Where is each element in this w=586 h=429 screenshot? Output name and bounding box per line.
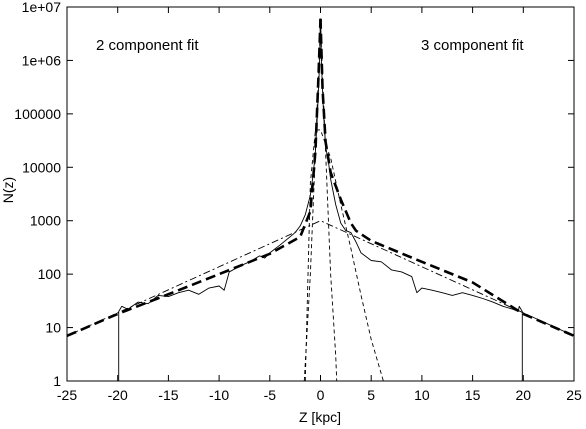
x-tick-label: 25 xyxy=(566,387,582,403)
plot-frame xyxy=(66,6,575,382)
x-tick-label: 5 xyxy=(367,387,375,403)
y-tick-label: 10 xyxy=(45,320,61,336)
x-tick-label: 0 xyxy=(317,387,325,403)
y-axis-label: N(z) xyxy=(0,177,16,203)
series-line-0 xyxy=(118,18,523,381)
y-tick-label: 1000 xyxy=(30,213,61,229)
y-tick-label: 1e+07 xyxy=(22,0,62,15)
series-line-5 xyxy=(304,129,384,382)
series-layer xyxy=(66,18,575,382)
y-tick-label: 100000 xyxy=(14,106,61,122)
x-tick-label: 15 xyxy=(465,387,481,403)
x-tick-label: -5 xyxy=(264,387,277,403)
x-tick-label: -15 xyxy=(158,387,178,403)
annotation-right: 3 component fit xyxy=(421,37,524,54)
y-tick-label: 10000 xyxy=(22,159,61,175)
y-tick-label: 100 xyxy=(38,266,62,282)
tick-marks xyxy=(66,6,575,382)
series-line-1 xyxy=(66,18,322,338)
series-line-2 xyxy=(319,18,575,338)
x-axis-label: Z [kpc] xyxy=(299,409,341,425)
series-line-4 xyxy=(303,22,338,382)
x-tick-label: -25 xyxy=(57,387,77,403)
annotation-left: 2 component fit xyxy=(96,37,199,54)
series-line-3 xyxy=(66,220,575,337)
x-tick-label: -10 xyxy=(209,387,229,403)
x-tick-label: -20 xyxy=(108,387,128,403)
y-tick-label: 1e+06 xyxy=(22,52,62,68)
tick-labels: -25 -20 -15 -10 -5 0 5 10 15 20 25 1 10 100 1000 10000 1… xyxy=(14,0,582,403)
x-tick-label: 10 xyxy=(414,387,430,403)
x-tick-label: 20 xyxy=(516,387,532,403)
y-tick-label: 1 xyxy=(53,373,61,389)
